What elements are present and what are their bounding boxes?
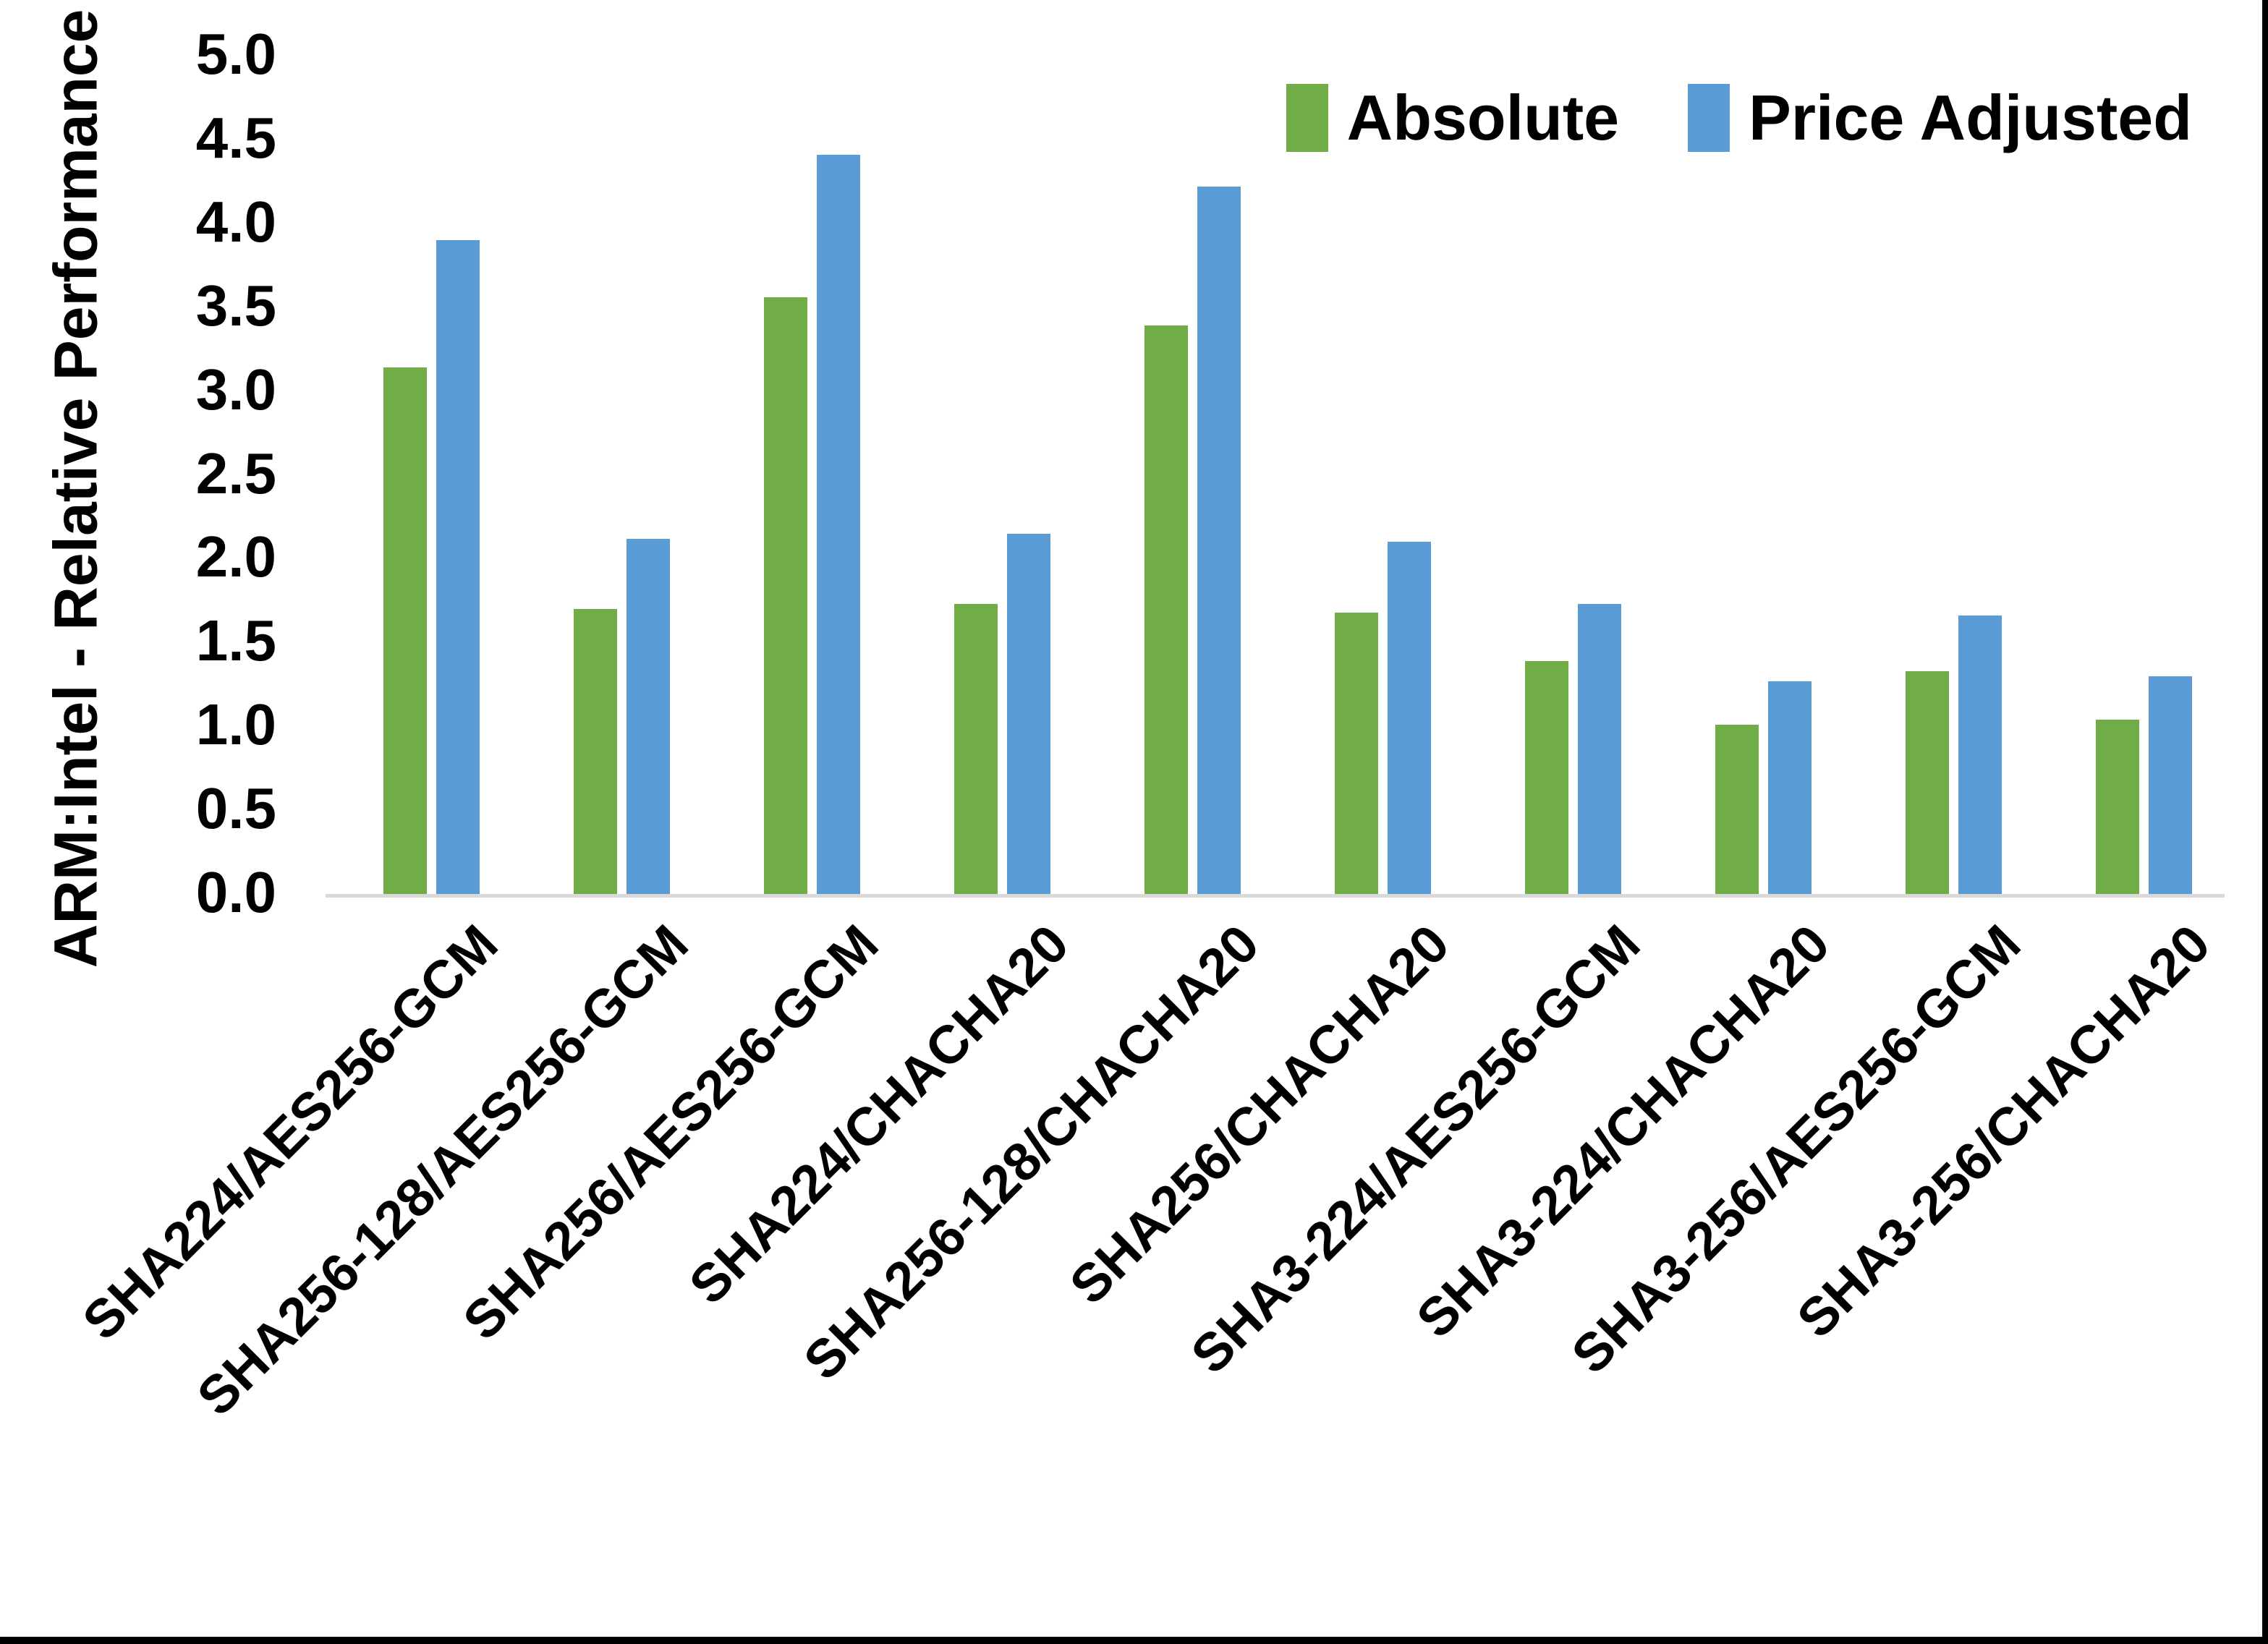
right-border <box>2262 0 2268 1644</box>
y-tick-label-5-0: 5.0 <box>195 22 276 87</box>
bar-absolute-sha224-aes256-gcm <box>383 367 427 894</box>
legend-swatch-absolute <box>1286 84 1328 152</box>
bottom-border <box>0 1637 2268 1644</box>
bar-absolute-sha256-128-aes256-gcm <box>574 609 617 894</box>
bar-absolute-sha256-128-chacha20 <box>1144 325 1188 894</box>
bar-group-sha256-128-aes256-gcm <box>527 56 717 894</box>
bar-absolute-sha3-224-aes256-gcm <box>1525 661 1568 894</box>
bar-group-sha256-128-chacha20 <box>1097 56 1288 894</box>
legend-label-absolute: Absolute <box>1346 82 1620 153</box>
legend: Absolute Price Adjusted <box>1286 81 2192 155</box>
bar-price-adjusted-sha224-chacha20 <box>1007 534 1050 894</box>
bar-price-adjusted-sha256-128-chacha20 <box>1197 187 1241 894</box>
y-tick-label-4-5: 4.5 <box>195 106 276 171</box>
legend-swatch-price-adjusted <box>1688 84 1730 152</box>
x-axis-line <box>326 894 2225 898</box>
y-tick-label-0-0: 0.0 <box>195 860 276 925</box>
bar-group-sha3-224-aes256-gcm <box>1478 56 1668 894</box>
bar-absolute-sha3-256-aes256-gcm <box>1906 671 1949 894</box>
bar-absolute-sha256-chacha20 <box>1335 613 1378 894</box>
y-tick-label-2-0: 2.0 <box>195 524 276 589</box>
bar-group-sha3-256-chacha20 <box>2049 56 2239 894</box>
bar-price-adjusted-sha3-256-chacha20 <box>2149 676 2192 894</box>
bar-price-adjusted-sha224-aes256-gcm <box>436 240 480 894</box>
bar-group-sha224-aes256-gcm <box>336 56 527 894</box>
bar-price-adjusted-sha3-224-chacha20 <box>1768 681 1812 894</box>
bar-price-adjusted-sha3-256-aes256-gcm <box>1958 616 2002 894</box>
y-tick-label-1-5: 1.5 <box>195 608 276 673</box>
bar-absolute-sha3-224-chacha20 <box>1715 725 1759 894</box>
y-tick-label-0-5: 0.5 <box>195 776 276 841</box>
y-tick-label-1-0: 1.0 <box>195 692 276 757</box>
bar-absolute-sha3-256-chacha20 <box>2096 720 2139 894</box>
bar-price-adjusted-sha3-224-aes256-gcm <box>1578 604 1621 894</box>
y-tick-label-2-5: 2.5 <box>195 440 276 506</box>
y-tick-label-3-5: 3.5 <box>195 273 276 338</box>
x-axis-label-sha256-chacha20: SHA256/CHACHA20 <box>1058 913 1461 1316</box>
bar-group-sha224-chacha20 <box>907 56 1097 894</box>
bar-absolute-sha256-aes256-gcm <box>764 297 807 894</box>
bar-group-sha256-aes256-gcm <box>717 56 907 894</box>
bar-group-sha3-256-aes256-gcm <box>1859 56 2049 894</box>
legend-item-price-adjusted: Price Adjusted <box>1688 81 2192 155</box>
legend-item-absolute: Absolute <box>1286 81 1619 155</box>
bar-price-adjusted-sha256-chacha20 <box>1388 542 1431 894</box>
y-tick-label-4-0: 4.0 <box>195 189 276 254</box>
bar-price-adjusted-sha256-128-aes256-gcm <box>627 539 670 894</box>
bar-price-adjusted-sha256-aes256-gcm <box>817 155 860 894</box>
bar-group-sha3-224-chacha20 <box>1668 56 1859 894</box>
bar-absolute-sha224-chacha20 <box>954 604 998 894</box>
x-axis-label-sha224-chacha20: SHA224/CHACHA20 <box>677 913 1080 1316</box>
legend-label-price-adjusted: Price Adjusted <box>1749 82 2192 153</box>
bar-group-sha256-chacha20 <box>1288 56 1478 894</box>
y-tick-label-3-0: 3.0 <box>195 357 276 422</box>
plot-area <box>336 56 2239 894</box>
